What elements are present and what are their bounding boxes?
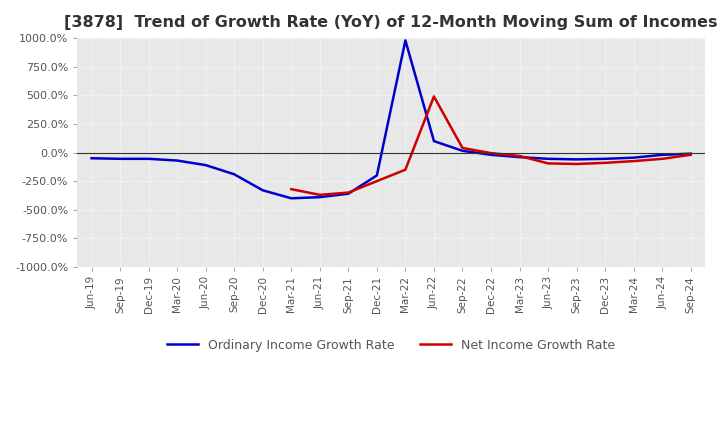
Net Income Growth Rate bbox=[458, 145, 467, 150]
Ordinary Income Growth Rate bbox=[372, 173, 381, 178]
Title: [3878]  Trend of Growth Rate (YoY) of 12-Month Moving Sum of Incomes: [3878] Trend of Growth Rate (YoY) of 12-… bbox=[64, 15, 718, 30]
Net Income Growth Rate bbox=[600, 160, 609, 165]
Ordinary Income Growth Rate bbox=[544, 156, 552, 161]
Net Income Growth Rate bbox=[344, 190, 353, 195]
Net Income Growth Rate bbox=[401, 167, 410, 172]
Ordinary Income Growth Rate bbox=[258, 187, 267, 193]
Line: Ordinary Income Growth Rate: Ordinary Income Growth Rate bbox=[91, 40, 690, 198]
Net Income Growth Rate bbox=[572, 161, 581, 167]
Ordinary Income Growth Rate bbox=[658, 152, 667, 158]
Net Income Growth Rate bbox=[287, 187, 296, 192]
Ordinary Income Growth Rate bbox=[344, 191, 353, 196]
Net Income Growth Rate bbox=[315, 192, 324, 198]
Net Income Growth Rate bbox=[430, 94, 438, 99]
Ordinary Income Growth Rate bbox=[87, 156, 96, 161]
Net Income Growth Rate bbox=[658, 156, 667, 161]
Net Income Growth Rate bbox=[516, 153, 524, 158]
Net Income Growth Rate bbox=[629, 158, 638, 164]
Ordinary Income Growth Rate bbox=[686, 151, 695, 156]
Net Income Growth Rate bbox=[487, 150, 495, 156]
Ordinary Income Growth Rate bbox=[487, 152, 495, 158]
Ordinary Income Growth Rate bbox=[572, 157, 581, 162]
Ordinary Income Growth Rate bbox=[287, 196, 296, 201]
Ordinary Income Growth Rate bbox=[116, 156, 125, 161]
Ordinary Income Growth Rate bbox=[516, 154, 524, 160]
Legend: Ordinary Income Growth Rate, Net Income Growth Rate: Ordinary Income Growth Rate, Net Income … bbox=[162, 334, 620, 357]
Line: Net Income Growth Rate: Net Income Growth Rate bbox=[292, 96, 690, 195]
Ordinary Income Growth Rate bbox=[458, 148, 467, 154]
Ordinary Income Growth Rate bbox=[144, 156, 153, 161]
Ordinary Income Growth Rate bbox=[315, 194, 324, 200]
Net Income Growth Rate bbox=[544, 161, 552, 166]
Ordinary Income Growth Rate bbox=[173, 158, 181, 163]
Ordinary Income Growth Rate bbox=[600, 156, 609, 161]
Ordinary Income Growth Rate bbox=[202, 162, 210, 168]
Ordinary Income Growth Rate bbox=[230, 172, 238, 177]
Net Income Growth Rate bbox=[686, 152, 695, 158]
Ordinary Income Growth Rate bbox=[629, 155, 638, 160]
Ordinary Income Growth Rate bbox=[430, 139, 438, 144]
Ordinary Income Growth Rate bbox=[401, 38, 410, 43]
Net Income Growth Rate bbox=[372, 179, 381, 184]
